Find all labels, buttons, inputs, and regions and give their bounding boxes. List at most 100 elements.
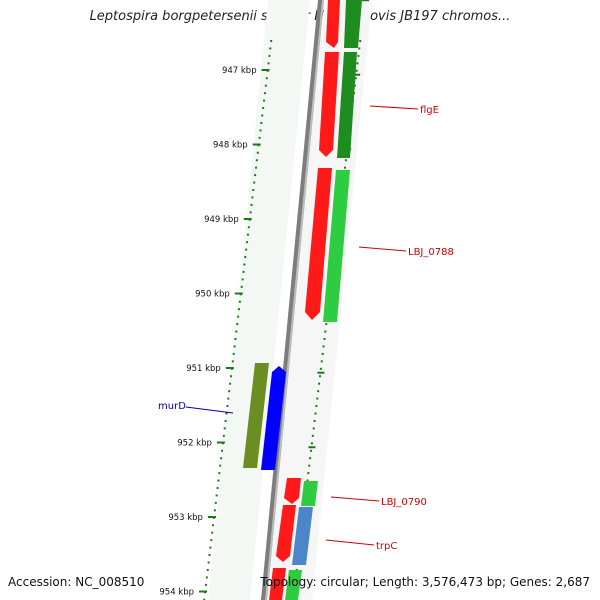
minor-tick xyxy=(229,382,232,385)
outer-minor-tick xyxy=(344,159,347,162)
minor-tick xyxy=(265,77,268,80)
outer-minor-tick xyxy=(307,472,310,475)
gene-feature-red-top[interactable] xyxy=(326,0,340,48)
outer-minor-tick xyxy=(295,568,298,571)
minor-tick xyxy=(229,375,232,378)
gene-label-LBJ_0790[interactable]: LBJ_0790 xyxy=(381,497,427,508)
minor-tick xyxy=(267,62,270,65)
minor-tick xyxy=(261,114,264,117)
outer-minor-tick xyxy=(312,427,315,430)
outer-minor-tick xyxy=(317,390,320,393)
outer-minor-tick xyxy=(355,69,358,72)
minor-tick xyxy=(255,166,258,169)
minor-tick xyxy=(210,539,213,542)
gene-feature-murD[interactable] xyxy=(261,366,286,470)
ruler-label: 952 kbp xyxy=(177,439,212,449)
ruler-label: 949 kbp xyxy=(204,215,239,225)
gene-feature-trpC[interactable] xyxy=(292,507,313,565)
minor-tick xyxy=(268,54,271,57)
minor-tick xyxy=(259,129,262,132)
outer-major-tick xyxy=(353,73,361,76)
minor-tick xyxy=(262,107,265,110)
LBJ_0790-callout-line xyxy=(330,496,380,502)
minor-tick xyxy=(204,583,207,586)
outer-minor-tick xyxy=(320,360,323,363)
minor-tick xyxy=(244,256,247,259)
minor-tick xyxy=(218,472,221,475)
minor-tick xyxy=(254,174,257,177)
minor-tick xyxy=(241,278,244,281)
gene-label-flgE[interactable]: flgE xyxy=(420,105,439,116)
minor-tick xyxy=(263,99,266,102)
minor-tick xyxy=(215,494,218,497)
ruler-label: 950 kbp xyxy=(195,290,230,300)
minor-tick xyxy=(252,189,255,191)
outer-minor-tick xyxy=(318,375,321,378)
minor-tick xyxy=(219,464,222,467)
gene-feature-LBJ_0790-red[interactable] xyxy=(284,478,301,504)
outer-minor-tick xyxy=(309,457,312,460)
gene-feature-red-bottom[interactable] xyxy=(269,568,286,600)
accession-text: Accession: NC_008510 xyxy=(8,575,145,589)
minor-tick xyxy=(226,405,229,408)
minor-tick xyxy=(250,203,253,206)
minor-tick xyxy=(223,427,226,430)
outer-minor-tick xyxy=(310,442,313,445)
gene-feature-flgE[interactable] xyxy=(337,52,357,158)
minor-tick xyxy=(246,241,249,244)
minor-tick xyxy=(247,226,250,229)
minor-tick xyxy=(228,390,231,393)
gene-feature-LBJ_0788-red[interactable] xyxy=(305,168,332,320)
major-tick xyxy=(243,218,252,220)
flgE-callout-line xyxy=(369,105,419,110)
outer-minor-tick xyxy=(308,464,311,467)
outer-minor-tick xyxy=(353,84,356,87)
minor-tick xyxy=(233,345,236,348)
minor-tick xyxy=(203,598,206,600)
minor-tick xyxy=(237,315,240,318)
outer-minor-tick xyxy=(356,62,359,65)
gene-label-murD[interactable]: murD xyxy=(158,401,186,412)
gene-feature-green-top[interactable] xyxy=(344,0,362,48)
gene-label-trpC[interactable]: trpC xyxy=(376,541,397,552)
minor-tick xyxy=(217,479,220,482)
ruler-label: 953 kbp xyxy=(168,513,203,523)
outer-minor-tick xyxy=(323,338,326,340)
minor-tick xyxy=(245,248,248,251)
minor-tick xyxy=(212,524,215,527)
minor-tick xyxy=(238,308,241,311)
ruler-label: 954 kbp xyxy=(159,588,194,598)
major-tick xyxy=(261,69,270,71)
minor-tick xyxy=(232,352,235,355)
gene-feature-LBJ_0788[interactable] xyxy=(323,170,350,322)
genome-summary-text: Topology: circular; Length: 3,576,473 bp… xyxy=(260,575,590,589)
minor-tick xyxy=(263,92,266,95)
gene-label-LBJ_0788[interactable]: LBJ_0788 xyxy=(408,247,454,258)
gene-feature-LBJ_0790[interactable] xyxy=(301,481,318,506)
ruler-labels: 947 kbp 948 kbp 949 kbp 950 kbp 951 kbp 952 k… xyxy=(159,66,270,598)
outer-minor-tick xyxy=(357,54,360,57)
minor-tick xyxy=(255,159,258,162)
gene-feature-olive[interactable] xyxy=(243,363,269,468)
outer-minor-tick xyxy=(344,166,347,169)
major-tick xyxy=(199,590,208,593)
trpC-callout-line xyxy=(325,539,375,546)
outer-minor-tick xyxy=(322,345,325,348)
outer-minor-tick xyxy=(325,323,328,326)
minor-tick xyxy=(251,196,254,199)
minor-tick xyxy=(208,554,211,557)
gene-feature-flgE-red[interactable] xyxy=(319,52,339,157)
minor-tick xyxy=(243,263,246,266)
outer-minor-tick xyxy=(359,40,362,42)
outer-minor-tick xyxy=(311,434,314,437)
ruler-label: 947 kbp xyxy=(222,66,257,76)
major-tick xyxy=(216,441,225,444)
minor-tick xyxy=(246,233,249,236)
LBJ_0788-callout-line xyxy=(358,246,407,252)
minor-tick xyxy=(253,181,256,184)
gene-feature-trpC-red[interactable] xyxy=(276,505,296,562)
inner-band xyxy=(208,0,310,600)
gene-feature-green-bottom[interactable] xyxy=(285,570,302,600)
